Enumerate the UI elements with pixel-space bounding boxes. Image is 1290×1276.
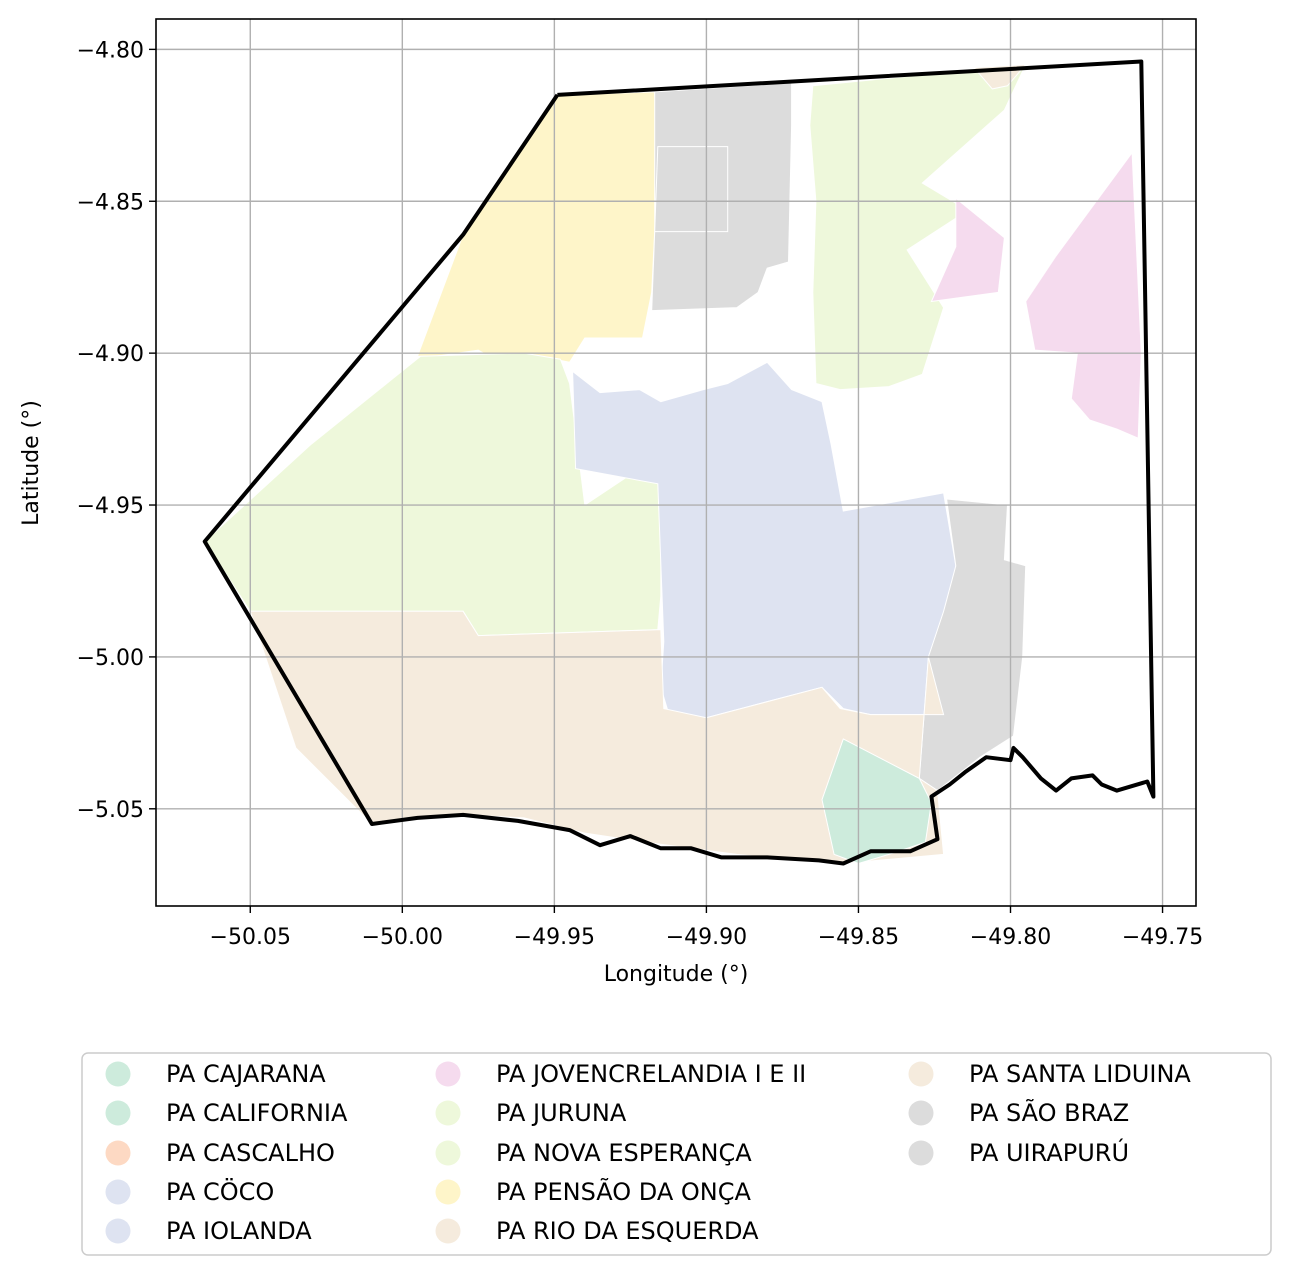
region-polygon-2 [809, 64, 1027, 391]
x-tick-label-4: −49.85 [818, 925, 899, 950]
legend-marker-4 [105, 1218, 131, 1244]
x-tick-label-6: −49.75 [1122, 925, 1203, 950]
ticks-layer: −50.05 −50.00 −49.95 −49.90 −49.85 −49.80 −49.… [77, 38, 1204, 950]
legend-label-4: PA IOLANDA [166, 1217, 312, 1245]
region-polygon-9 [821, 738, 932, 865]
legend-label-11: PA SÃO BRAZ [969, 1097, 1129, 1127]
x-axis-label: Longitude (°) [604, 962, 749, 987]
legend-marker-1 [105, 1100, 131, 1126]
legend-marker-8 [435, 1179, 461, 1205]
legend-label-1: PA CALIFORNIA [166, 1099, 348, 1127]
legend-marker-11 [908, 1100, 934, 1126]
x-tick-label-3: −49.90 [666, 925, 747, 950]
legend-label-6: PA JURUNA [496, 1099, 627, 1127]
x-tick-label-5: −49.80 [970, 925, 1051, 950]
y-tick-label-1: −4.85 [77, 190, 144, 215]
y-axis-label: Latitude (°) [19, 400, 44, 526]
legend-label-0: PA CAJARANA [166, 1060, 326, 1088]
region-polygon-4 [1025, 151, 1142, 439]
legend-marker-3 [105, 1179, 131, 1205]
regions-layer [204, 64, 1142, 865]
legend-marker-10 [908, 1061, 934, 1087]
legend-label-8: PA PENSÃO DA ONÇA [496, 1176, 751, 1206]
legend-items: PA CAJARANA PA CALIFORNIA PA CASCALHO PA CÖ… [105, 1060, 1191, 1245]
legend-label-7: PA NOVA ESPERANÇA [496, 1139, 752, 1167]
region-polygon-3 [930, 197, 1005, 303]
legend-marker-12 [908, 1140, 934, 1166]
legend-marker-9 [435, 1218, 461, 1244]
region-polygon-8 [249, 610, 945, 865]
legend-marker-2 [105, 1140, 131, 1166]
legend-label-12: PA UIRAPURÚ [969, 1137, 1129, 1167]
study-area-boundary [202, 59, 1156, 866]
grid-layer [156, 19, 1196, 906]
legend-marker-0 [105, 1061, 131, 1087]
legend-label-2: PA CASCALHO [166, 1139, 335, 1167]
region-polygon-7 [918, 498, 1027, 792]
legend-marker-7 [435, 1140, 461, 1166]
legend: PA CAJARANA PA CALIFORNIA PA CASCALHO PA CÖ… [81, 1052, 1272, 1256]
legend-label-5: PA JOVENCRELANDIA I E II [496, 1060, 806, 1088]
legend-marker-5 [435, 1061, 461, 1087]
legend-label-9: PA RIO DA ESQUERDA [496, 1217, 759, 1245]
y-tick-label-0: −4.80 [77, 38, 144, 63]
legend-label-3: PA CÖCO [166, 1177, 274, 1206]
region-polygon-5 [651, 82, 793, 312]
x-tick-label-2: −49.95 [514, 925, 595, 950]
legend-label-10: PA SANTA LIDUINA [969, 1060, 1191, 1088]
x-tick-label-0: −50.05 [210, 925, 291, 950]
plot-frame [155, 18, 1197, 907]
legend-frame [81, 1052, 1272, 1256]
y-tick-label-5: −5.05 [77, 798, 144, 823]
y-tick-label-4: −5.00 [77, 646, 144, 671]
y-tick-label-3: −4.95 [77, 494, 144, 519]
legend-marker-6 [435, 1100, 461, 1126]
y-tick-label-2: −4.90 [77, 342, 144, 367]
x-tick-label-1: −50.00 [362, 925, 443, 950]
boundary-layer [202, 59, 1156, 866]
